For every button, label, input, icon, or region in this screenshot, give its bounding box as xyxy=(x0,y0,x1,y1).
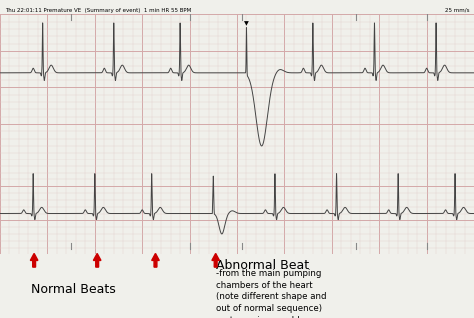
Text: -from the main pumping
chambers of the heart
(note different shape and
out of no: -from the main pumping chambers of the h… xyxy=(216,269,326,318)
Text: ▼: ▼ xyxy=(244,22,249,27)
Text: Thu 22:01:11 Premature VE  (Summary of event)  1 min HR 55 BPM: Thu 22:01:11 Premature VE (Summary of ev… xyxy=(5,8,191,13)
Text: Abnormal Beat: Abnormal Beat xyxy=(216,259,309,272)
Text: Normal Beats: Normal Beats xyxy=(31,283,116,296)
Text: 25 mm/s: 25 mm/s xyxy=(445,8,469,13)
